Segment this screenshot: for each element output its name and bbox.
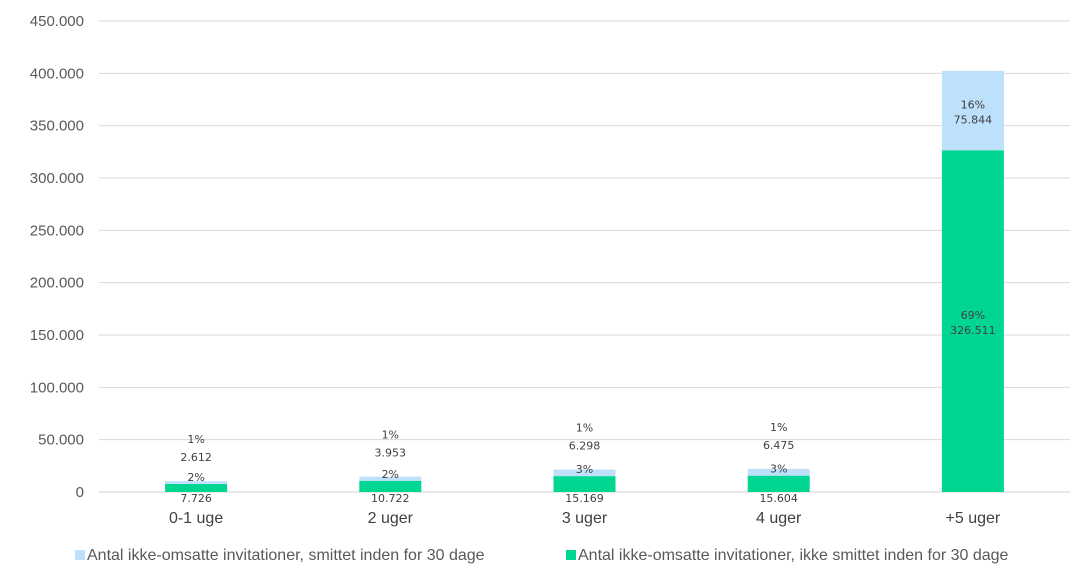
y-tick-label: 50.000	[38, 432, 84, 449]
y-tick-label: 100.000	[30, 379, 84, 396]
y-tick-label: 250.000	[30, 222, 84, 239]
data-label-value: 10.722	[371, 492, 410, 505]
bar-segment-ikke-smittet	[747, 475, 810, 492]
data-label-pct: 3%	[770, 463, 787, 476]
legend-label: Antal ikke-omsatte invitationer, smittet…	[87, 547, 485, 564]
data-label-value: 6.298	[569, 440, 601, 453]
gridlines	[99, 20, 1070, 493]
y-tick-label: 300.000	[30, 170, 84, 187]
data-label-pct: 16%	[961, 99, 985, 112]
bar-segment-ikke-smittet	[359, 480, 422, 492]
data-label-pct: 1%	[576, 422, 593, 435]
x-tick-label: 4 uger	[756, 510, 802, 527]
data-label-value: 2.612	[180, 451, 212, 464]
data-label-value: 15.169	[565, 492, 604, 505]
legend-swatch	[566, 550, 576, 560]
data-label-value: 6.475	[763, 439, 795, 452]
data-label-pct: 1%	[770, 421, 787, 434]
y-axis: 0 50.000 100.000 150.000 200.000 250.000 300.0…	[30, 13, 84, 501]
legend-swatch	[75, 550, 85, 560]
data-label-pct: 1%	[187, 433, 204, 446]
y-tick-label: 0	[76, 484, 84, 501]
bar-segment-smittet	[941, 70, 1004, 151]
data-label-pct: 2%	[382, 468, 399, 481]
x-tick-label: 3 uger	[562, 510, 608, 527]
data-label-pct: 69%	[961, 309, 985, 322]
bar-segment-ikke-smittet	[165, 483, 228, 492]
y-tick-label: 150.000	[30, 327, 84, 344]
legend: Antal ikke-omsatte invitationer, smittet…	[75, 547, 1009, 564]
data-label-value: 326.511	[950, 324, 996, 337]
bar-segment-ikke-smittet	[941, 150, 1004, 492]
bar-segment-smittet	[359, 476, 422, 481]
bar-segment-smittet	[553, 469, 616, 477]
legend-label: Antal ikke-omsatte invitationer, ikke sm…	[578, 547, 1009, 564]
bar-segment-ikke-smittet	[553, 476, 616, 492]
data-label-value: 15.604	[759, 492, 798, 505]
x-tick-label: 0-1 uge	[169, 510, 223, 527]
data-label-value: 3.953	[375, 447, 407, 460]
x-axis: 0-1 uge 2 uger 3 uger 4 uger +5 uger	[169, 510, 1001, 527]
data-label-pct: 3%	[576, 463, 593, 476]
y-tick-label: 400.000	[30, 65, 84, 82]
data-label-pct: 2%	[187, 471, 204, 484]
bar-segment-smittet	[747, 468, 810, 476]
data-label-value: 7.726	[180, 492, 212, 505]
data-label-pct: 1%	[382, 429, 399, 442]
data-label-value: 75.844	[954, 114, 993, 127]
y-tick-label: 200.000	[30, 275, 84, 292]
x-tick-label: 2 uger	[368, 510, 414, 527]
x-tick-label: +5 uger	[946, 510, 1001, 527]
y-tick-label: 350.000	[30, 118, 84, 135]
bars: 7.726 2% 2.612 1% 10.722 2% 3.953 1% 15.169 3% 6.2…	[165, 70, 1004, 505]
bar-segment-smittet	[165, 481, 228, 484]
y-tick-label: 450.000	[30, 13, 84, 30]
